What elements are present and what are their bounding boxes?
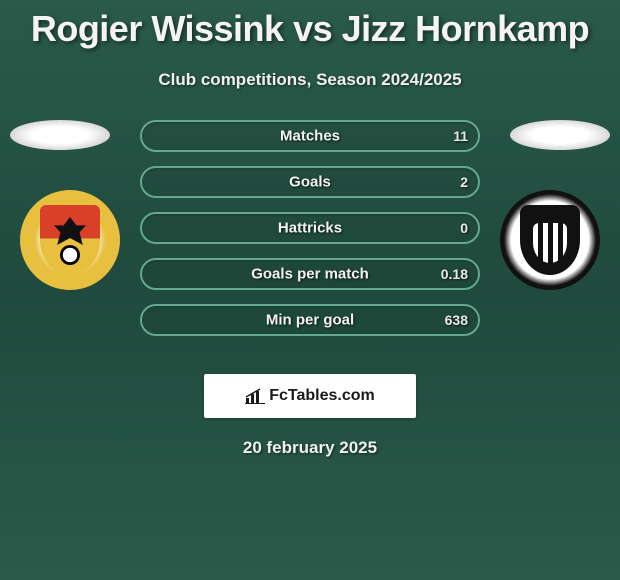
stat-value-right: 638 <box>445 312 468 328</box>
brand-badge[interactable]: FcTables.com <box>204 374 416 418</box>
page-title: Rogier Wissink vs Jizz Hornkamp <box>0 0 620 50</box>
club-crest-right <box>500 190 600 290</box>
stat-row-matches: Matches 11 <box>140 120 480 152</box>
stat-label: Goals per match <box>251 266 369 283</box>
stat-row-min-per-goal: Min per goal 638 <box>140 304 480 336</box>
stat-value-right: 11 <box>453 128 468 144</box>
snapshot-date: 20 february 2025 <box>0 438 620 458</box>
stat-row-hattricks: Hattricks 0 <box>140 212 480 244</box>
stat-value-right: 2 <box>460 174 468 190</box>
stat-value-right: 0.18 <box>441 266 468 282</box>
stat-value-right: 0 <box>460 220 468 236</box>
stats-list: Matches 11 Goals 2 Hattricks 0 Goals per… <box>140 120 480 350</box>
stat-row-goals-per-match: Goals per match 0.18 <box>140 258 480 290</box>
heracles-shield-icon <box>520 205 580 275</box>
stat-label: Goals <box>289 174 331 191</box>
season-subtitle: Club competitions, Season 2024/2025 <box>0 70 620 90</box>
brand-text: FcTables.com <box>269 387 375 405</box>
player-right-avatar <box>510 120 610 150</box>
club-crest-left <box>20 190 120 290</box>
stat-label: Hattricks <box>278 220 342 237</box>
bar-chart-icon <box>245 388 265 404</box>
comparison-area: Matches 11 Goals 2 Hattricks 0 Goals per… <box>0 120 620 360</box>
stat-label: Matches <box>280 128 340 145</box>
eagles-shield-icon <box>40 205 100 275</box>
stat-row-goals: Goals 2 <box>140 166 480 198</box>
stat-label: Min per goal <box>266 312 354 329</box>
player-left-avatar <box>10 120 110 150</box>
